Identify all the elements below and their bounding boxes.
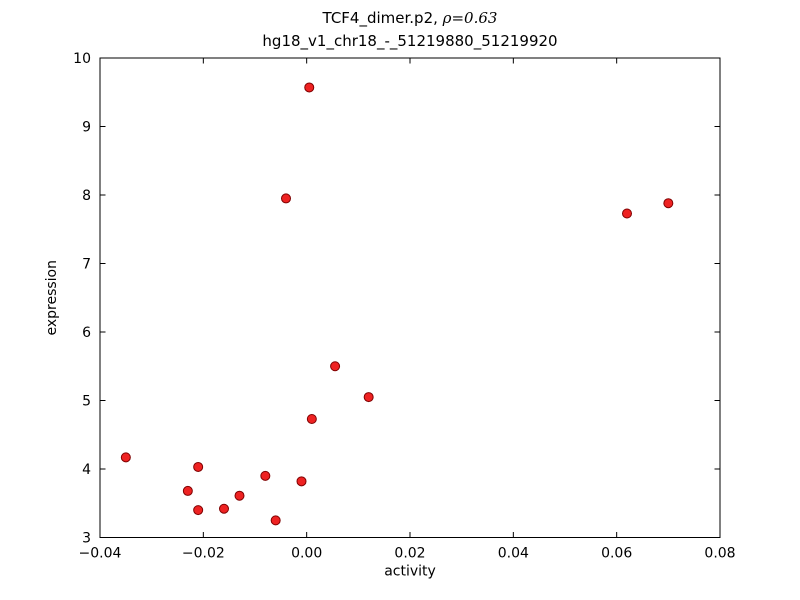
y-tick-label: 8: [82, 188, 91, 204]
data-point: [270, 515, 281, 526]
data-point: [330, 361, 341, 372]
y-tick-label: 10: [73, 51, 91, 67]
data-point: [304, 82, 315, 93]
x-tick-label: −0.04: [79, 546, 122, 562]
data-point: [296, 476, 307, 487]
data-point: [182, 485, 193, 496]
chart-title-rho: ρ=0.63: [442, 9, 498, 27]
data-point: [306, 413, 317, 424]
y-axis-label: expression: [44, 260, 60, 336]
y-tick-label: 5: [82, 394, 91, 410]
y-tick-label: 7: [82, 257, 91, 273]
data-point: [363, 392, 374, 403]
chart-title: TCF4_dimer.p2, ρ=0.63: [100, 9, 720, 27]
data-point: [120, 452, 131, 463]
y-tick-label: 6: [82, 325, 91, 341]
x-tick-label: 0.06: [601, 546, 632, 562]
data-point: [234, 490, 245, 501]
chart-title-text: TCF4_dimer.p2,: [322, 9, 443, 27]
data-point: [260, 470, 271, 481]
x-tick-label: 0.00: [291, 546, 322, 562]
x-axis-label: activity: [384, 564, 436, 580]
data-point: [663, 198, 674, 209]
y-tick-label: 9: [82, 120, 91, 136]
data-point: [622, 208, 632, 219]
x-tick-label: 0.04: [498, 546, 529, 562]
y-tick-label: 4: [82, 462, 91, 478]
axes-frame: [99, 57, 721, 538]
chart-subtitle: hg18_v1_chr18_-_51219880_51219920: [262, 32, 558, 50]
x-tick-label: −0.02: [182, 546, 225, 562]
data-point: [281, 193, 291, 204]
y-tick-label: 3: [82, 531, 91, 547]
data-point: [193, 461, 204, 472]
x-tick-label: 0.08: [704, 546, 735, 562]
data-point: [219, 503, 229, 514]
data-point: [193, 505, 204, 516]
x-tick-label: 0.02: [394, 546, 425, 562]
